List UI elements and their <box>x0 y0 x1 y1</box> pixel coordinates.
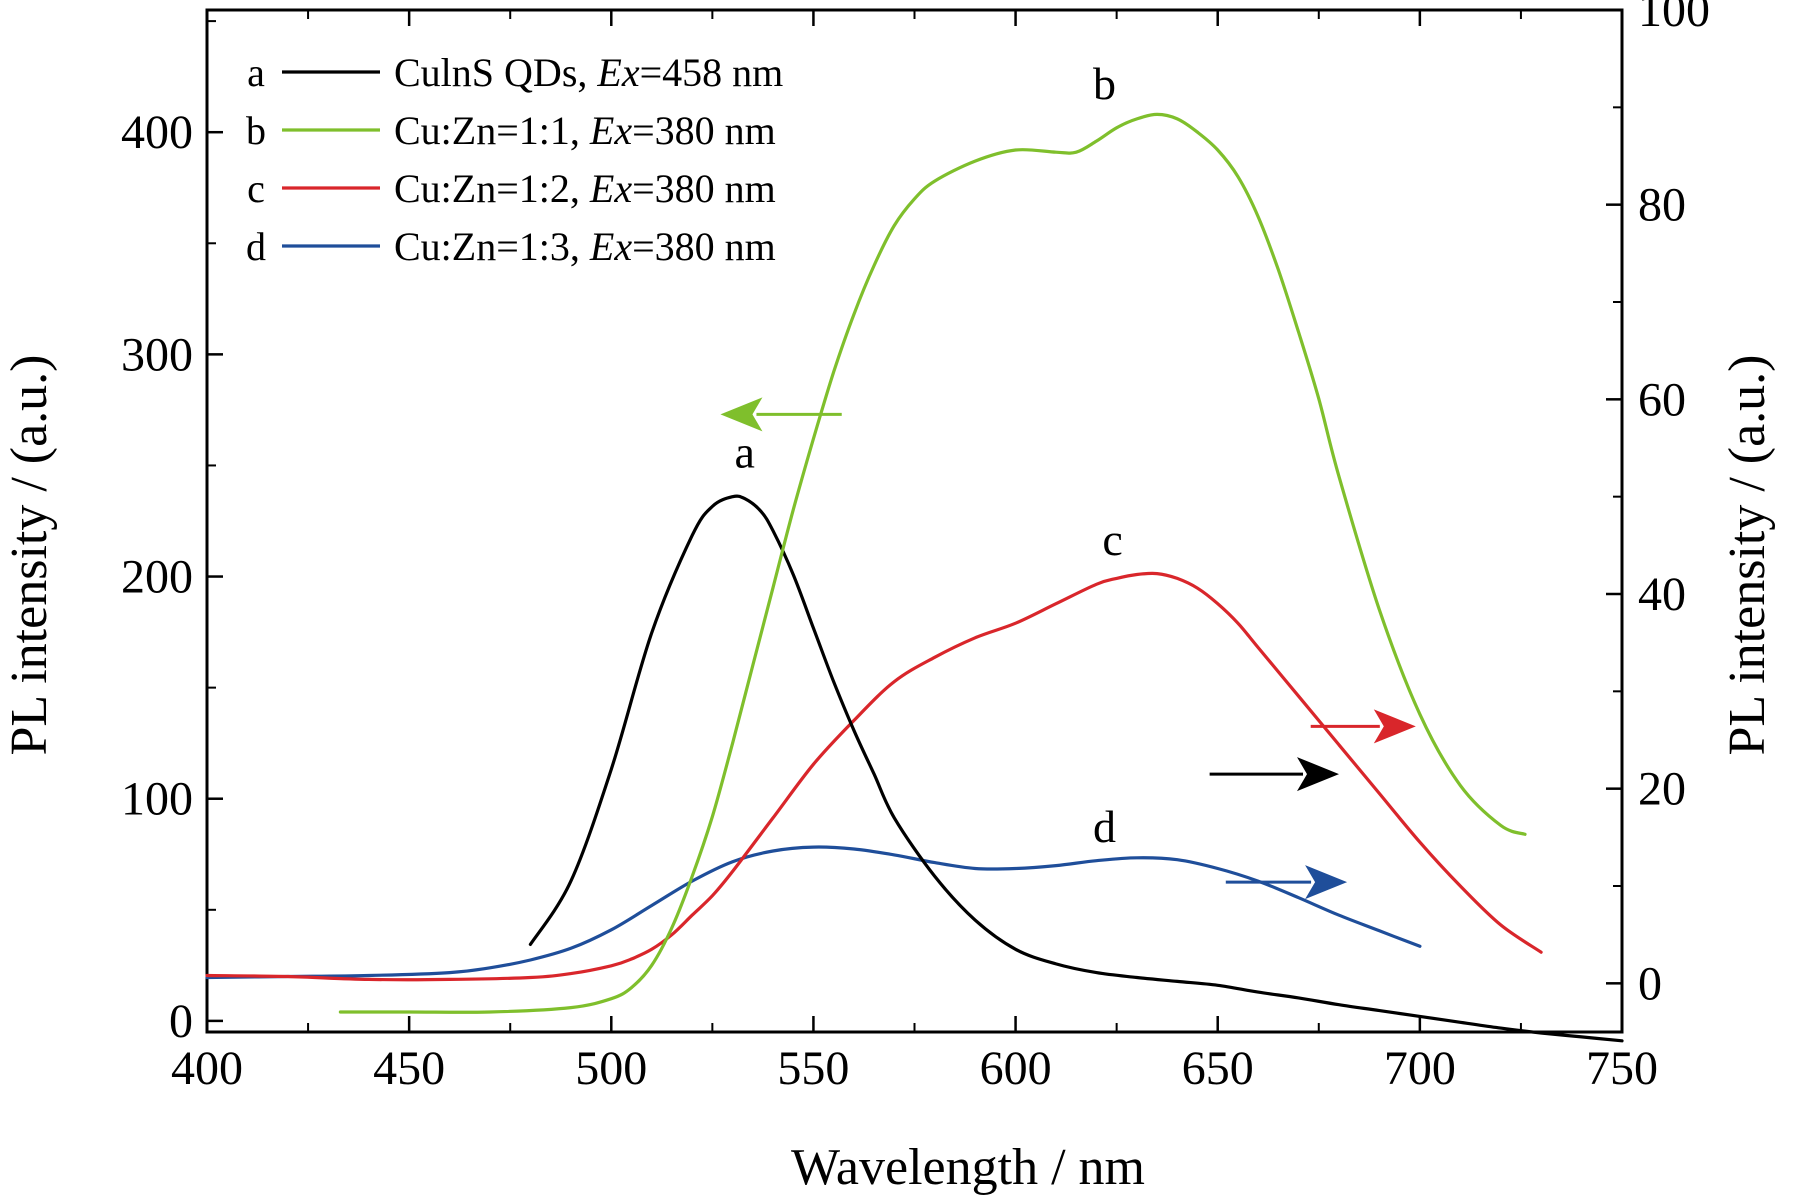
y-left-tick-label: 200 <box>121 551 193 604</box>
legend-entry-text: Cu:Zn=1:1, <box>394 108 590 153</box>
arrow-head-a <box>1297 757 1339 792</box>
legend-entry-italic: Ex <box>589 224 632 269</box>
legend-letter-a: a <box>247 50 265 95</box>
legend-entry-rest: =380 nm <box>632 108 776 153</box>
curve-annotations: a b c d <box>720 58 1416 900</box>
legend-letter-b: b <box>246 108 266 153</box>
legend-entry-italic: Ex <box>589 108 632 153</box>
y-right-tick-label: 20 <box>1638 763 1686 816</box>
legend-entry-c: Cu:Zn=1:2, Ex=380 nm <box>394 166 776 211</box>
legend-letter-c: c <box>247 166 265 211</box>
y-axis-left-label: PL intensity / (a.u.) <box>1 354 58 755</box>
y-left-tick-label: 300 <box>121 328 193 381</box>
arrow-head-c <box>1373 709 1416 744</box>
series-line-b <box>338 112 1527 1014</box>
x-tick-label: 750 <box>1586 1042 1658 1095</box>
curve-label-c: c <box>1102 514 1122 565</box>
y-right-tick-label: 40 <box>1638 568 1686 621</box>
y-left-tick-label: 400 <box>121 106 193 159</box>
arrow-head-d <box>1305 865 1348 900</box>
y-left-tick-label: 100 <box>121 773 193 826</box>
legend-entry-rest: =458 nm <box>640 50 784 95</box>
legend-entry-b: Cu:Zn=1:1, Ex=380 nm <box>394 108 776 153</box>
series-line-d <box>205 845 1422 980</box>
series-lines <box>205 112 1624 1043</box>
x-tick-label: 700 <box>1384 1042 1456 1095</box>
legend-entry-italic: Ex <box>596 50 639 95</box>
legend-entry-a: CulnS QDs, Ex=458 nm <box>394 50 783 95</box>
legend: a CulnS QDs, Ex=458 nmb Cu:Zn=1:1, Ex=380 … <box>246 50 783 269</box>
x-axis-label: Wavelength / nm <box>791 1139 1145 1196</box>
curve-label-a: a <box>734 426 754 477</box>
y-axis-right-label: PL intensity / (a.u.) <box>1719 354 1776 755</box>
x-tick-label: 450 <box>373 1042 445 1095</box>
legend-entry-italic: Ex <box>589 166 632 211</box>
y-right-tick-label: 100 <box>1638 0 1710 37</box>
legend-entry-text: CulnS QDs, <box>394 50 597 95</box>
legend-entry-rest: =380 nm <box>632 166 776 211</box>
legend-entry-rest: =380 nm <box>632 224 776 269</box>
y-right-tick-label: 0 <box>1638 957 1662 1010</box>
legend-entry-text: Cu:Zn=1:2, <box>394 166 590 211</box>
arrow-head-b <box>720 397 763 432</box>
curve-label-b: b <box>1093 58 1116 109</box>
series-line-c <box>205 571 1543 982</box>
x-tick-label: 550 <box>777 1042 849 1095</box>
plot-frame <box>205 8 1624 1034</box>
legend-entry-d: Cu:Zn=1:3, Ex=380 nm <box>394 224 776 269</box>
curve-label-d: d <box>1093 801 1116 852</box>
axes: 400 450 500 550 600 650 700 7500100200300400020… <box>121 0 1710 1095</box>
y-left-tick-label: 0 <box>169 995 193 1048</box>
series-line-a <box>528 494 1624 1043</box>
x-tick-label: 650 <box>1182 1042 1254 1095</box>
legend-entry-text: Cu:Zn=1:3, <box>394 224 590 269</box>
y-right-tick-label: 80 <box>1638 179 1686 232</box>
x-tick-label: 600 <box>980 1042 1052 1095</box>
x-tick-label: 500 <box>575 1042 647 1095</box>
legend-letter-d: d <box>246 224 266 269</box>
y-right-tick-label: 60 <box>1638 373 1686 426</box>
x-tick-label: 400 <box>171 1042 243 1095</box>
